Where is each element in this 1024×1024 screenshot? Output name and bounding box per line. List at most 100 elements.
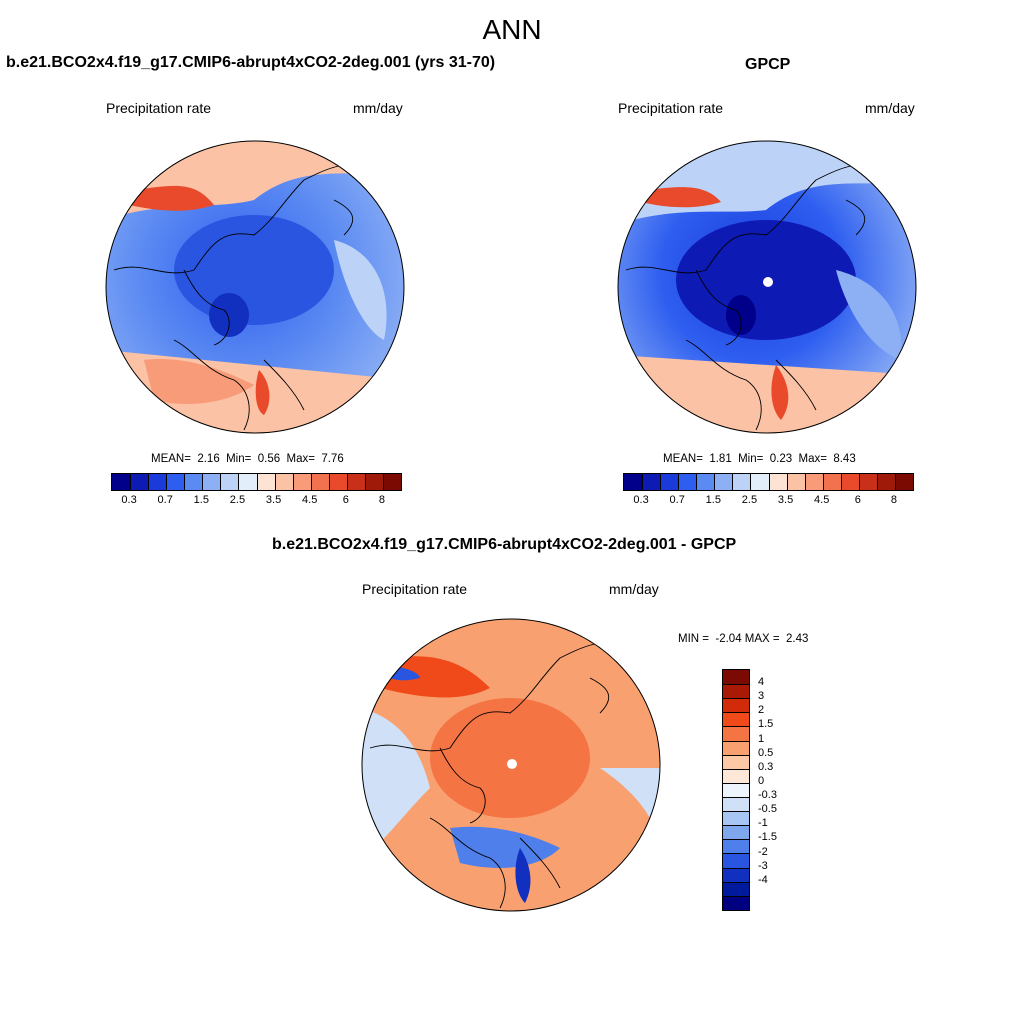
panel1-colorbar-ticks: 0.3 0.7 1.5 2.5 3.5 4.5 6 8 [111, 494, 400, 508]
colorbar-tick-label: 0.7 [669, 494, 685, 506]
colorbar-swatch [768, 474, 787, 490]
colorbar-swatch [220, 474, 239, 490]
panel3-colorbar-ticks: 4 3 2 1.5 1 0.5 0.3 0 -0.3 -0.5 -1 -1.5 -2 -3 -4 [758, 669, 798, 911]
colorbar-swatch [894, 474, 913, 490]
panel1-coastlines [113, 163, 375, 431]
panel1-polar-map [105, 140, 405, 434]
colorbar-swatch [238, 474, 257, 490]
colorbar-swatch [642, 474, 661, 490]
colorbar-swatch [723, 740, 749, 755]
panel3-max-region [380, 656, 490, 698]
colorbar-swatch [112, 474, 131, 490]
colorbar-tick-label: 8 [890, 494, 897, 506]
colorbar-tick-label: 4 [758, 676, 765, 689]
panel1-colorbar [111, 473, 402, 491]
colorbar-tick-label: -4 [758, 873, 768, 886]
colorbar-swatch [382, 474, 401, 490]
panel1-units-label: mm/day [353, 100, 403, 116]
colorbar-swatch [292, 474, 311, 490]
colorbar-tick-label: 1.5 [758, 718, 774, 731]
colorbar-swatch [723, 754, 749, 769]
colorbar-swatch [750, 474, 769, 490]
colorbar-swatch [723, 712, 749, 727]
colorbar-tick-label: 3 [758, 690, 765, 703]
panel3-coastlines [369, 641, 631, 909]
colorbar-swatch [364, 474, 383, 490]
colorbar-swatch [723, 726, 749, 741]
panel2-variable-label: Precipitation rate [618, 100, 724, 116]
colorbar-swatch [310, 474, 329, 490]
colorbar-swatch [732, 474, 751, 490]
colorbar-tick-label: 4.5 [302, 494, 318, 506]
colorbar-swatch [723, 768, 749, 783]
figure-title: ANN [482, 14, 542, 45]
colorbar-swatch [660, 474, 679, 490]
panel2-colorbar-ticks: 0.3 0.7 1.5 2.5 3.5 4.5 6 8 [623, 494, 912, 508]
colorbar-tick-label: -0.5 [758, 803, 777, 816]
colorbar-swatch [723, 811, 749, 826]
colorbar-tick-label: 3.5 [265, 494, 282, 506]
panel2-pole-gap [763, 277, 773, 287]
colorbar-tick-label: 3.5 [777, 494, 794, 506]
panel3-title: b.e21.BCO2x4.f19_g17.CMIP6-abrupt4xCO2-2… [272, 536, 737, 553]
panel1-max-region [129, 185, 214, 211]
panel3-polar-map [361, 618, 661, 912]
panel2-coastlines [625, 163, 887, 431]
panel2-title: GPCP [745, 56, 791, 73]
colorbar-swatch [148, 474, 167, 490]
colorbar-tick-label: 1.5 [705, 494, 721, 506]
colorbar-swatch [876, 474, 895, 490]
panel2-units-label: mm/day [865, 100, 915, 116]
panel1-stats: MEAN= 2.16 Min= 0.56 Max= 7.76 [151, 453, 344, 465]
colorbar-swatch [678, 474, 697, 490]
colorbar-swatch [714, 474, 733, 490]
colorbar-swatch [840, 474, 859, 490]
colorbar-swatch [624, 474, 643, 490]
colorbar-tick-label: -1.5 [758, 831, 777, 844]
panel1-arctic-basin [174, 215, 334, 325]
colorbar-swatch [822, 474, 841, 490]
colorbar-tick-label: -2 [758, 845, 768, 858]
panel3-negative-region [362, 708, 430, 858]
colorbar-swatch [723, 670, 749, 685]
colorbar-tick-label: 0 [758, 774, 765, 787]
colorbar-swatch [804, 474, 823, 490]
colorbar-swatch [202, 474, 221, 490]
colorbar-tick-label: 2.5 [229, 494, 246, 506]
panel3-pole-gap [507, 759, 517, 769]
colorbar-tick-label: 8 [378, 494, 385, 506]
panel1-variable-label: Precipitation rate [106, 100, 212, 116]
colorbar-swatch [723, 867, 749, 882]
colorbar-swatch [723, 853, 749, 868]
colorbar-swatch [723, 684, 749, 699]
colorbar-swatch [723, 895, 749, 910]
colorbar-tick-label: -3 [758, 859, 768, 872]
colorbar-tick-label: 1 [758, 732, 765, 745]
panel2-stats: MEAN= 1.81 Min= 0.23 Max= 8.43 [663, 453, 856, 465]
colorbar-swatch [328, 474, 347, 490]
panel2-colorbar [623, 473, 914, 491]
colorbar-swatch [723, 698, 749, 713]
colorbar-swatch [274, 474, 293, 490]
colorbar-swatch [130, 474, 149, 490]
colorbar-tick-label: 6 [854, 494, 861, 506]
panel2-max-region [641, 187, 721, 208]
colorbar-tick-label: 1.5 [193, 494, 209, 506]
panel3-units-label: mm/day [609, 581, 659, 597]
colorbar-swatch [723, 825, 749, 840]
colorbar-tick-label: -0.3 [758, 789, 777, 802]
colorbar-swatch [786, 474, 805, 490]
colorbar-swatch [723, 796, 749, 812]
panel1-title: b.e21.BCO2x4.f19_g17.CMIP6-abrupt4xCO2-2… [6, 54, 496, 71]
colorbar-swatch [696, 474, 715, 490]
colorbar-swatch [723, 881, 749, 896]
colorbar-swatch [723, 782, 749, 797]
colorbar-swatch [346, 474, 365, 490]
colorbar-tick-label: 0.3 [758, 760, 774, 773]
panel3-stats: MIN = -2.04 MAX = 2.43 [678, 633, 809, 645]
colorbar-swatch [256, 474, 275, 490]
colorbar-tick-label: 0.3 [121, 494, 137, 506]
colorbar-swatch [166, 474, 185, 490]
colorbar-tick-label: 0.7 [157, 494, 173, 506]
colorbar-tick-label: 4.5 [814, 494, 830, 506]
